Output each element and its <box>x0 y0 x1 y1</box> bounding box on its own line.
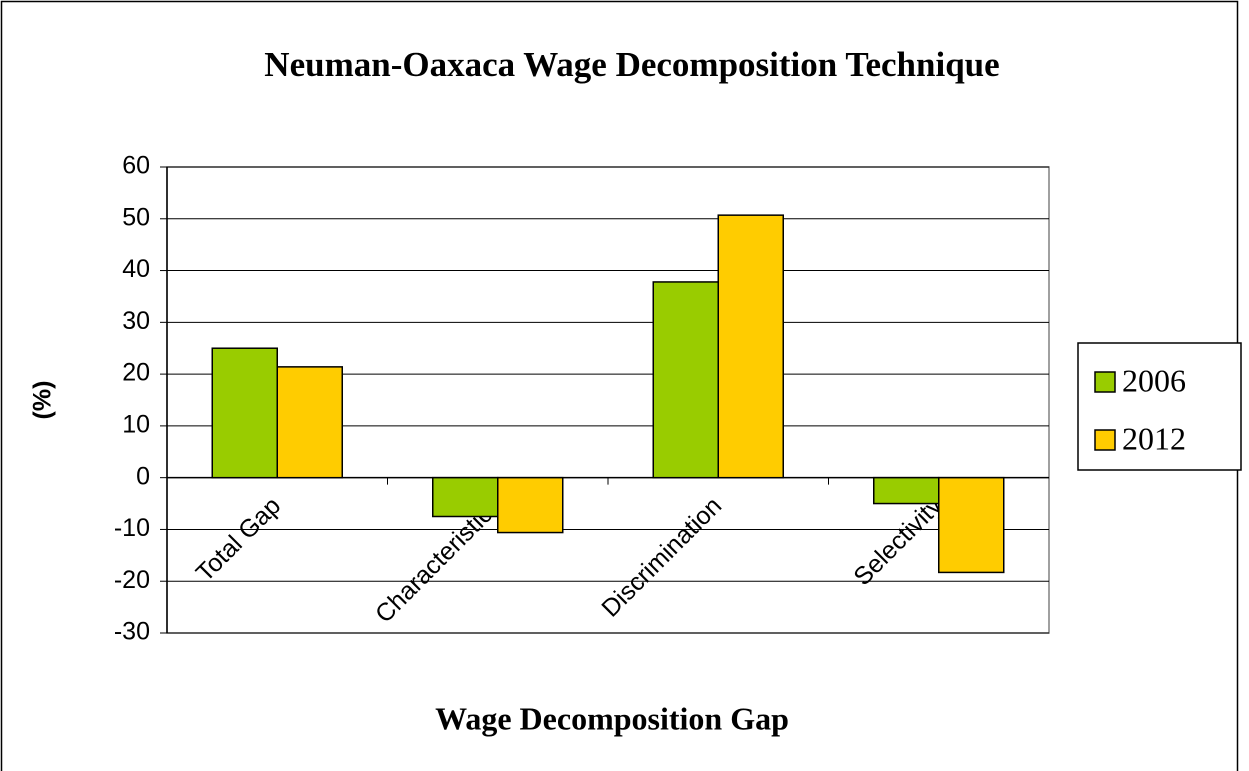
chart-title: Neuman-Oaxaca Wage Decomposition Techniq… <box>264 45 999 84</box>
y-tick-label: 30 <box>122 307 150 335</box>
bar <box>432 476 499 518</box>
y-tick-label: 60 <box>122 152 150 180</box>
y-tick-label: 10 <box>122 410 150 438</box>
legend-swatch <box>1094 429 1116 451</box>
y-tick-label: 40 <box>122 255 150 283</box>
bar <box>497 476 564 534</box>
y-tick-label: 0 <box>136 462 150 490</box>
bar <box>938 476 1005 574</box>
y-tick-label: -30 <box>114 618 150 646</box>
y-tick-label: -20 <box>114 566 150 594</box>
legend-label: 2006 <box>1122 362 1186 398</box>
y-tick-label: -10 <box>114 514 150 542</box>
y-tick-label: 50 <box>122 203 150 231</box>
bar <box>652 281 719 479</box>
legend-swatch <box>1094 371 1116 393</box>
bar <box>717 214 784 479</box>
y-axis-title: (%) <box>29 381 57 420</box>
y-tick-label: 20 <box>122 359 150 387</box>
bar <box>211 347 278 479</box>
bar <box>873 476 940 505</box>
x-axis-title: Wage Decomposition Gap <box>435 700 789 736</box>
bar <box>276 366 343 479</box>
legend-label: 2012 <box>1122 420 1186 456</box>
